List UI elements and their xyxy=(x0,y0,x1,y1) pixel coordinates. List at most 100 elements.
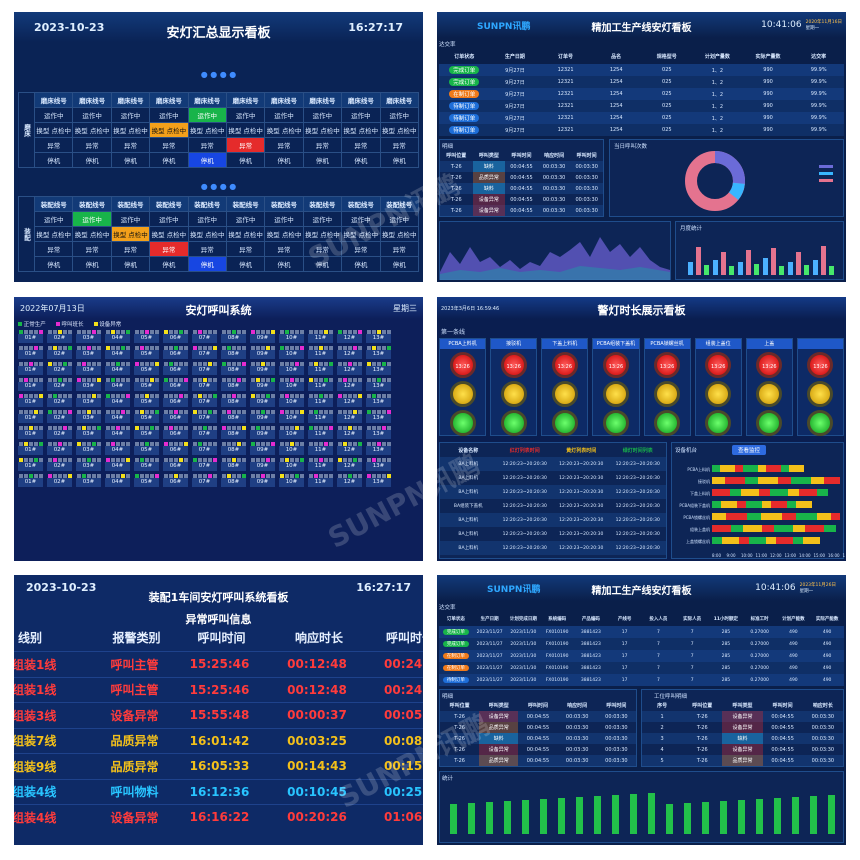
assembly-status-cell[interactable]: 运作中 xyxy=(110,211,151,227)
p3-station[interactable]: 07# xyxy=(192,362,217,375)
p3-station[interactable]: 07# xyxy=(192,426,217,439)
p6-call2-row[interactable]: 5 T-26 品质异常 00:04:55 00:03:30 xyxy=(642,755,843,766)
grinding-status-cell[interactable]: 异常 xyxy=(302,137,343,153)
p2-call-row[interactable]: T-26 品质异常 00:04:55 00:03:30 00:03:30 xyxy=(440,172,603,183)
assembly-status-cell[interactable]: 停机 xyxy=(264,256,304,272)
p3-station[interactable]: 13# xyxy=(366,458,391,471)
p2-order-row[interactable]: 待制订单 9月27日 12321 1254 025 1、2 990 99.9% xyxy=(439,124,844,136)
grinding-status-cell[interactable]: 停机 xyxy=(302,152,343,168)
p2-order-row[interactable]: 完成订单 9月27日 12321 1254 025 1、2 990 99.9% xyxy=(439,64,844,76)
p3-station[interactable]: 03# xyxy=(76,426,101,439)
p4-station-column[interactable]: 上盖 13:26 xyxy=(745,338,793,436)
p3-station[interactable]: 11# xyxy=(308,346,333,359)
p3-station[interactable]: 03# xyxy=(76,458,101,471)
p6-call2-row[interactable]: 2 T-26 设备异常 00:04:55 00:03:30 xyxy=(642,722,843,733)
p3-station[interactable]: 01# xyxy=(18,394,43,407)
p3-station[interactable]: 02# xyxy=(47,442,72,455)
grinding-status-cell[interactable]: 换型 点检中 xyxy=(341,122,381,138)
p3-station[interactable]: 13# xyxy=(366,474,391,487)
grinding-status-cell[interactable]: 运作中 xyxy=(379,107,420,123)
p3-station[interactable]: 12# xyxy=(337,426,362,439)
p3-station[interactable]: 05# xyxy=(134,394,159,407)
grinding-status-cell[interactable]: 运作中 xyxy=(149,107,189,123)
p3-station[interactable]: 02# xyxy=(47,362,72,375)
p3-station[interactable]: 04# xyxy=(105,362,130,375)
p3-station[interactable]: 10# xyxy=(279,362,304,375)
p3-station[interactable]: 06# xyxy=(163,410,188,423)
p6-call2-row[interactable]: 4 T-26 设备异常 00:04:55 00:03:30 xyxy=(642,744,843,755)
p4-monitor-button[interactable]: 查看监控 xyxy=(732,445,767,455)
p6-order-row[interactable]: 在制订单 2023/11/27 2023/11/30 FX010190 3881423 1… xyxy=(439,662,844,674)
p3-station[interactable]: 04# xyxy=(105,378,130,391)
p4-list-row[interactable]: BA上料机 12:20:23~20:20:30 12:20:23~20:20:30 1… xyxy=(440,527,666,541)
p3-station[interactable]: 08# xyxy=(221,474,246,487)
p4-list-row[interactable]: BA上料机 12:20:23~20:20:30 12:20:23~20:20:30 1… xyxy=(440,513,666,527)
grinding-status-cell[interactable]: 换型 点检中 xyxy=(33,122,74,138)
p3-station[interactable]: 04# xyxy=(105,394,130,407)
p3-station[interactable]: 04# xyxy=(105,426,130,439)
p3-station[interactable]: 12# xyxy=(337,330,362,343)
assembly-status-cell[interactable]: 异常 xyxy=(225,241,266,257)
grinding-status-cell[interactable]: 换型 点检中 xyxy=(379,122,420,138)
p3-station[interactable]: 01# xyxy=(18,442,43,455)
grinding-status-cell[interactable]: 异常 xyxy=(187,137,227,153)
grinding-status-cell[interactable]: 停机 xyxy=(225,152,266,168)
grinding-status-cell[interactable]: 异常 xyxy=(72,137,112,153)
p3-station[interactable]: 04# xyxy=(105,410,130,423)
p3-station[interactable]: 03# xyxy=(76,330,101,343)
p3-station[interactable]: 13# xyxy=(366,410,391,423)
p3-station[interactable]: 09# xyxy=(250,330,275,343)
p3-station[interactable]: 11# xyxy=(308,378,333,391)
p3-station[interactable]: 07# xyxy=(192,346,217,359)
assembly-status-cell[interactable]: 换型 点检中 xyxy=(72,226,112,242)
p3-station[interactable]: 04# xyxy=(105,474,130,487)
p3-station[interactable]: 09# xyxy=(250,378,275,391)
p3-station[interactable]: 09# xyxy=(250,346,275,359)
grinding-status-cell[interactable]: 运作中 xyxy=(72,107,112,123)
p4-station-column[interactable]: 下盖上料机 13:26 xyxy=(541,338,589,436)
p3-station[interactable]: 02# xyxy=(47,378,72,391)
p3-station[interactable]: 05# xyxy=(134,378,159,391)
p3-station[interactable]: 12# xyxy=(337,394,362,407)
grinding-status-cell[interactable]: 停机 xyxy=(33,152,74,168)
assembly-status-cell[interactable]: 换型 点检中 xyxy=(187,226,227,242)
p3-station[interactable]: 09# xyxy=(250,442,275,455)
grinding-status-cell[interactable]: 异常 xyxy=(33,137,74,153)
p3-station[interactable]: 06# xyxy=(163,474,188,487)
p3-station[interactable]: 08# xyxy=(221,410,246,423)
p6-call-row[interactable]: T-26 品质异常 00:04:55 00:03:30 00:03:30 xyxy=(440,755,636,766)
p3-station[interactable]: 13# xyxy=(366,426,391,439)
p4-list-row[interactable]: BA上料机 12:20:23~20:20:30 12:20:23~20:20:30 1… xyxy=(440,541,666,555)
p3-station[interactable]: 02# xyxy=(47,458,72,471)
p3-station[interactable]: 02# xyxy=(47,410,72,423)
assembly-status-cell[interactable]: 运作中 xyxy=(225,211,266,227)
grinding-status-cell[interactable]: 换型 点检中 xyxy=(72,122,112,138)
p3-station[interactable]: 03# xyxy=(76,346,101,359)
p3-station[interactable]: 07# xyxy=(192,474,217,487)
p3-station[interactable]: 10# xyxy=(279,378,304,391)
p4-list-row[interactable]: BA上料机 12:20:23~20:20:30 12:20:23~20:20:30 1… xyxy=(440,485,666,499)
p3-station[interactable]: 11# xyxy=(308,442,333,455)
p3-station[interactable]: 07# xyxy=(192,330,217,343)
p6-call2-row[interactable]: 1 T-26 设备异常 00:04:55 00:03:30 xyxy=(642,711,843,722)
p3-station[interactable]: 08# xyxy=(221,362,246,375)
p3-station[interactable]: 11# xyxy=(308,458,333,471)
grinding-status-cell[interactable]: 运作中 xyxy=(33,107,74,123)
p3-station[interactable]: 10# xyxy=(279,330,304,343)
p3-station[interactable]: 08# xyxy=(221,442,246,455)
grinding-status-cell[interactable]: 换型 点检中 xyxy=(264,122,304,138)
p3-station[interactable]: 03# xyxy=(76,410,101,423)
assembly-status-cell[interactable]: 换型 点检中 xyxy=(149,226,189,242)
grinding-status-cell[interactable]: 运作中 xyxy=(302,107,343,123)
p2-call-row[interactable]: T-26 缺料 00:04:55 00:03:30 00:03:30 xyxy=(440,183,603,194)
p3-station[interactable]: 09# xyxy=(250,458,275,471)
p3-station[interactable]: 08# xyxy=(221,330,246,343)
grinding-status-cell[interactable]: 异常 xyxy=(149,137,189,153)
p3-station[interactable]: 01# xyxy=(18,426,43,439)
p3-station[interactable]: 13# xyxy=(366,330,391,343)
p2-order-row[interactable]: 待制订单 9月27日 12321 1254 025 1、2 990 99.9% xyxy=(439,100,844,112)
p3-station[interactable]: 06# xyxy=(163,330,188,343)
p3-station[interactable]: 10# xyxy=(279,458,304,471)
assembly-status-cell[interactable]: 停机 xyxy=(302,256,343,272)
